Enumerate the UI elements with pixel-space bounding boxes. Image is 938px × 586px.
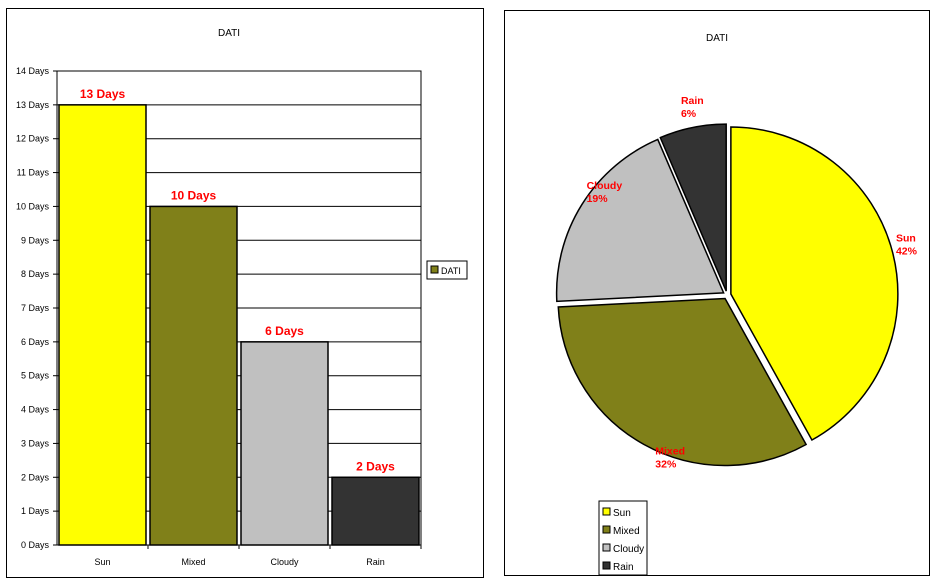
pie-slice — [555, 138, 725, 303]
y-tick-label: 4 Days — [21, 405, 50, 415]
y-tick-label: 1 Days — [21, 506, 50, 516]
x-tick-label: Mixed — [181, 557, 205, 567]
legend-label: Cloudy — [613, 544, 644, 555]
pie-chart-panel: DATI Sun 42% Mixed 32% Cloudy 19% Rain 6% Sun Mixe… — [504, 10, 930, 576]
bar — [149, 205, 238, 546]
pie-percent-label: 6% — [681, 108, 697, 120]
pie-percent-label: 42% — [896, 246, 918, 258]
y-tick-label: 0 Days — [21, 540, 50, 550]
pie-category-label: Rain — [681, 95, 704, 107]
x-tick-label: Rain — [366, 557, 385, 567]
pie-percent-label: 32% — [655, 458, 677, 470]
pie-slice — [730, 126, 899, 442]
x-tick-label: Cloudy — [270, 557, 299, 567]
bar-data-label: 10 Days — [171, 188, 217, 202]
legend-swatch — [430, 265, 439, 274]
bar — [331, 476, 420, 546]
bar-chart-panel: DATI 0 Days 1 Days 2 Days 3 Days 4 Days 5 Days… — [6, 8, 484, 578]
y-tick-label: 10 Days — [16, 201, 50, 211]
y-tick-label: 6 Days — [21, 337, 50, 347]
pie-category-label: Sun — [896, 233, 916, 245]
pie-category-label: Mixed — [655, 445, 685, 457]
legend-swatch — [602, 507, 611, 516]
pie-chart-title: DATI — [706, 33, 728, 44]
bar — [240, 341, 329, 546]
x-tick-label: Sun — [94, 557, 110, 567]
bar-chart-title: DATI — [218, 28, 240, 39]
y-tick-label: 9 Days — [21, 235, 50, 245]
legend-label: Mixed — [613, 526, 640, 537]
y-tick-label: 8 Days — [21, 269, 50, 279]
y-tick-label: 11 Days — [17, 168, 50, 178]
bar-data-label: 2 Days — [356, 459, 395, 473]
y-tick-label: 13 Days — [16, 100, 50, 110]
legend-label: DATI — [441, 266, 461, 276]
legend-swatch — [602, 561, 611, 570]
bar-data-label: 6 Days — [265, 324, 304, 338]
pie-category-label: Cloudy — [587, 180, 623, 192]
legend-label: Rain — [613, 562, 634, 573]
y-tick-label: 5 Days — [21, 371, 50, 381]
legend-swatch — [602, 525, 611, 534]
pie-slice — [557, 297, 808, 467]
y-tick-label: 2 Days — [21, 472, 50, 482]
y-tick-label: 3 Days — [21, 438, 50, 448]
bar-chart: DATI 0 Days 1 Days 2 Days 3 Days 4 Days 5 Days… — [16, 28, 468, 567]
pie-chart: DATISun42%Mixed32%Cloudy19%Rain6%SunMixe… — [555, 33, 918, 576]
y-tick-label: 14 Days — [16, 66, 50, 76]
pie-slice — [659, 123, 727, 292]
y-tick-label: 12 Days — [16, 134, 50, 144]
legend-label: Sun — [613, 508, 631, 519]
legend-swatch — [602, 543, 611, 552]
bar — [58, 104, 147, 546]
pie-percent-label: 19% — [587, 193, 609, 205]
bar-data-label: 13 Days — [80, 87, 126, 101]
y-tick-label: 7 Days — [21, 303, 50, 313]
